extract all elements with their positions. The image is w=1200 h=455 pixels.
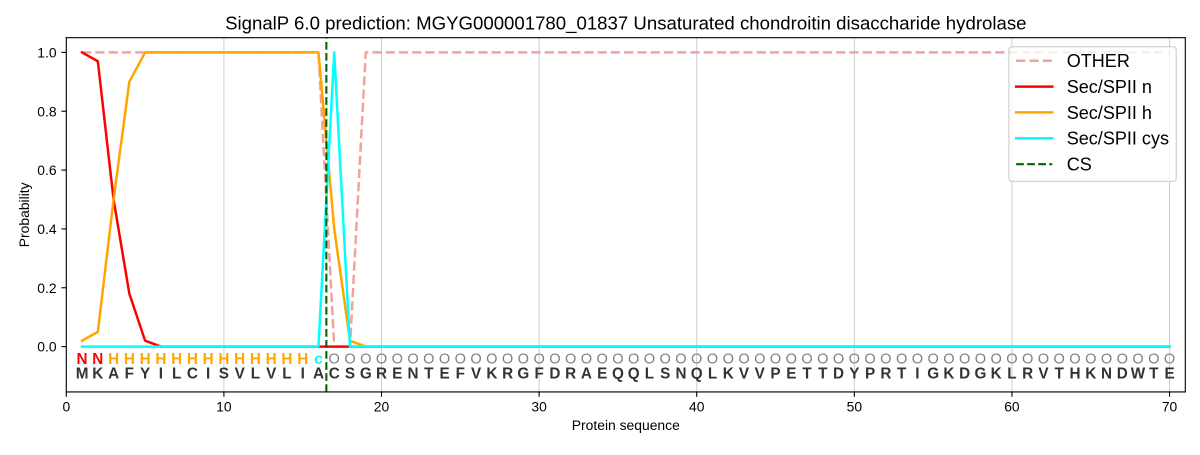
svg-text:Sec/SPII n: Sec/SPII n [1067,77,1152,97]
svg-text:K: K [92,365,103,382]
svg-text:40: 40 [689,399,705,415]
svg-text:60: 60 [1004,399,1020,415]
svg-text:A: A [313,365,324,382]
svg-text:E: E [786,365,796,382]
svg-text:70: 70 [1162,399,1178,415]
svg-text:10: 10 [216,399,232,415]
svg-text:G: G [360,365,372,382]
svg-text:G: G [927,365,939,382]
svg-text:I: I [301,365,305,382]
svg-text:R: R [376,365,387,382]
svg-text:L: L [1007,365,1016,382]
svg-text:0.0: 0.0 [37,339,57,355]
svg-text:Sec/SPII cys: Sec/SPII cys [1067,129,1169,149]
svg-text:Y: Y [140,365,150,382]
svg-text:0: 0 [62,399,70,415]
svg-text:D: D [959,365,970,382]
svg-text:L: L [251,365,260,382]
svg-text:P: P [865,365,875,382]
svg-text:Protein sequence: Protein sequence [572,417,680,433]
svg-text:P: P [770,365,780,382]
svg-text:F: F [456,365,465,382]
svg-text:R: R [1022,365,1033,382]
svg-text:50: 50 [847,399,863,415]
svg-text:0.8: 0.8 [37,103,57,119]
svg-text:D: D [1117,365,1128,382]
svg-text:R: R [565,365,576,382]
svg-text:K: K [1085,365,1096,382]
svg-text:N: N [408,365,419,382]
svg-text:T: T [897,365,907,382]
svg-text:V: V [739,365,750,382]
svg-text:T: T [424,365,434,382]
svg-text:OTHER: OTHER [1067,51,1130,71]
svg-text:20: 20 [374,399,390,415]
svg-text:T: T [1149,365,1159,382]
svg-text:T: T [802,365,812,382]
svg-text:S: S [345,365,355,382]
svg-text:K: K [943,365,954,382]
svg-text:A: A [108,365,119,382]
svg-text:H: H [1069,365,1080,382]
svg-text:D: D [833,365,844,382]
svg-text:D: D [549,365,560,382]
svg-text:E: E [392,365,402,382]
svg-text:L: L [645,365,654,382]
svg-text:E: E [597,365,607,382]
svg-text:V: V [235,365,246,382]
svg-text:L: L [172,365,181,382]
svg-text:Q: Q [612,365,624,382]
svg-text:Probability: Probability [16,182,32,247]
svg-text:K: K [486,365,497,382]
svg-text:I: I [915,365,919,382]
svg-text:SignalP 6.0 prediction: MGYG00: SignalP 6.0 prediction: MGYG000001780_01… [225,12,1026,34]
svg-text:E: E [439,365,449,382]
svg-text:F: F [534,365,543,382]
svg-text:L: L [282,365,291,382]
svg-text:N: N [1101,365,1112,382]
svg-text:Sec/SPII h: Sec/SPII h [1067,103,1152,123]
svg-text:N: N [675,365,686,382]
svg-text:V: V [1038,365,1049,382]
svg-text:C: C [329,365,340,382]
svg-text:F: F [125,365,134,382]
svg-text:C: C [187,365,198,382]
svg-text:W: W [1131,365,1146,382]
svg-text:Q: Q [628,365,640,382]
svg-text:R: R [880,365,891,382]
svg-text:0.6: 0.6 [37,162,57,178]
svg-text:1.0: 1.0 [37,44,57,60]
svg-text:M: M [76,365,89,382]
svg-text:V: V [471,365,482,382]
svg-text:0.4: 0.4 [37,221,57,237]
svg-text:0.2: 0.2 [37,280,57,296]
svg-text:K: K [723,365,734,382]
svg-text:E: E [1164,365,1174,382]
svg-text:Q: Q [691,365,703,382]
svg-text:S: S [660,365,670,382]
svg-text:CS: CS [1067,154,1092,174]
svg-text:S: S [219,365,229,382]
svg-text:30: 30 [531,399,547,415]
svg-text:V: V [266,365,277,382]
svg-text:I: I [159,365,163,382]
svg-text:A: A [581,365,592,382]
svg-text:K: K [991,365,1002,382]
svg-text:G: G [974,365,986,382]
svg-text:V: V [755,365,766,382]
svg-text:Y: Y [849,365,859,382]
svg-text:G: G [517,365,529,382]
svg-text:R: R [502,365,513,382]
svg-text:I: I [206,365,210,382]
svg-text:L: L [708,365,717,382]
svg-text:T: T [818,365,828,382]
svg-text:T: T [1055,365,1065,382]
